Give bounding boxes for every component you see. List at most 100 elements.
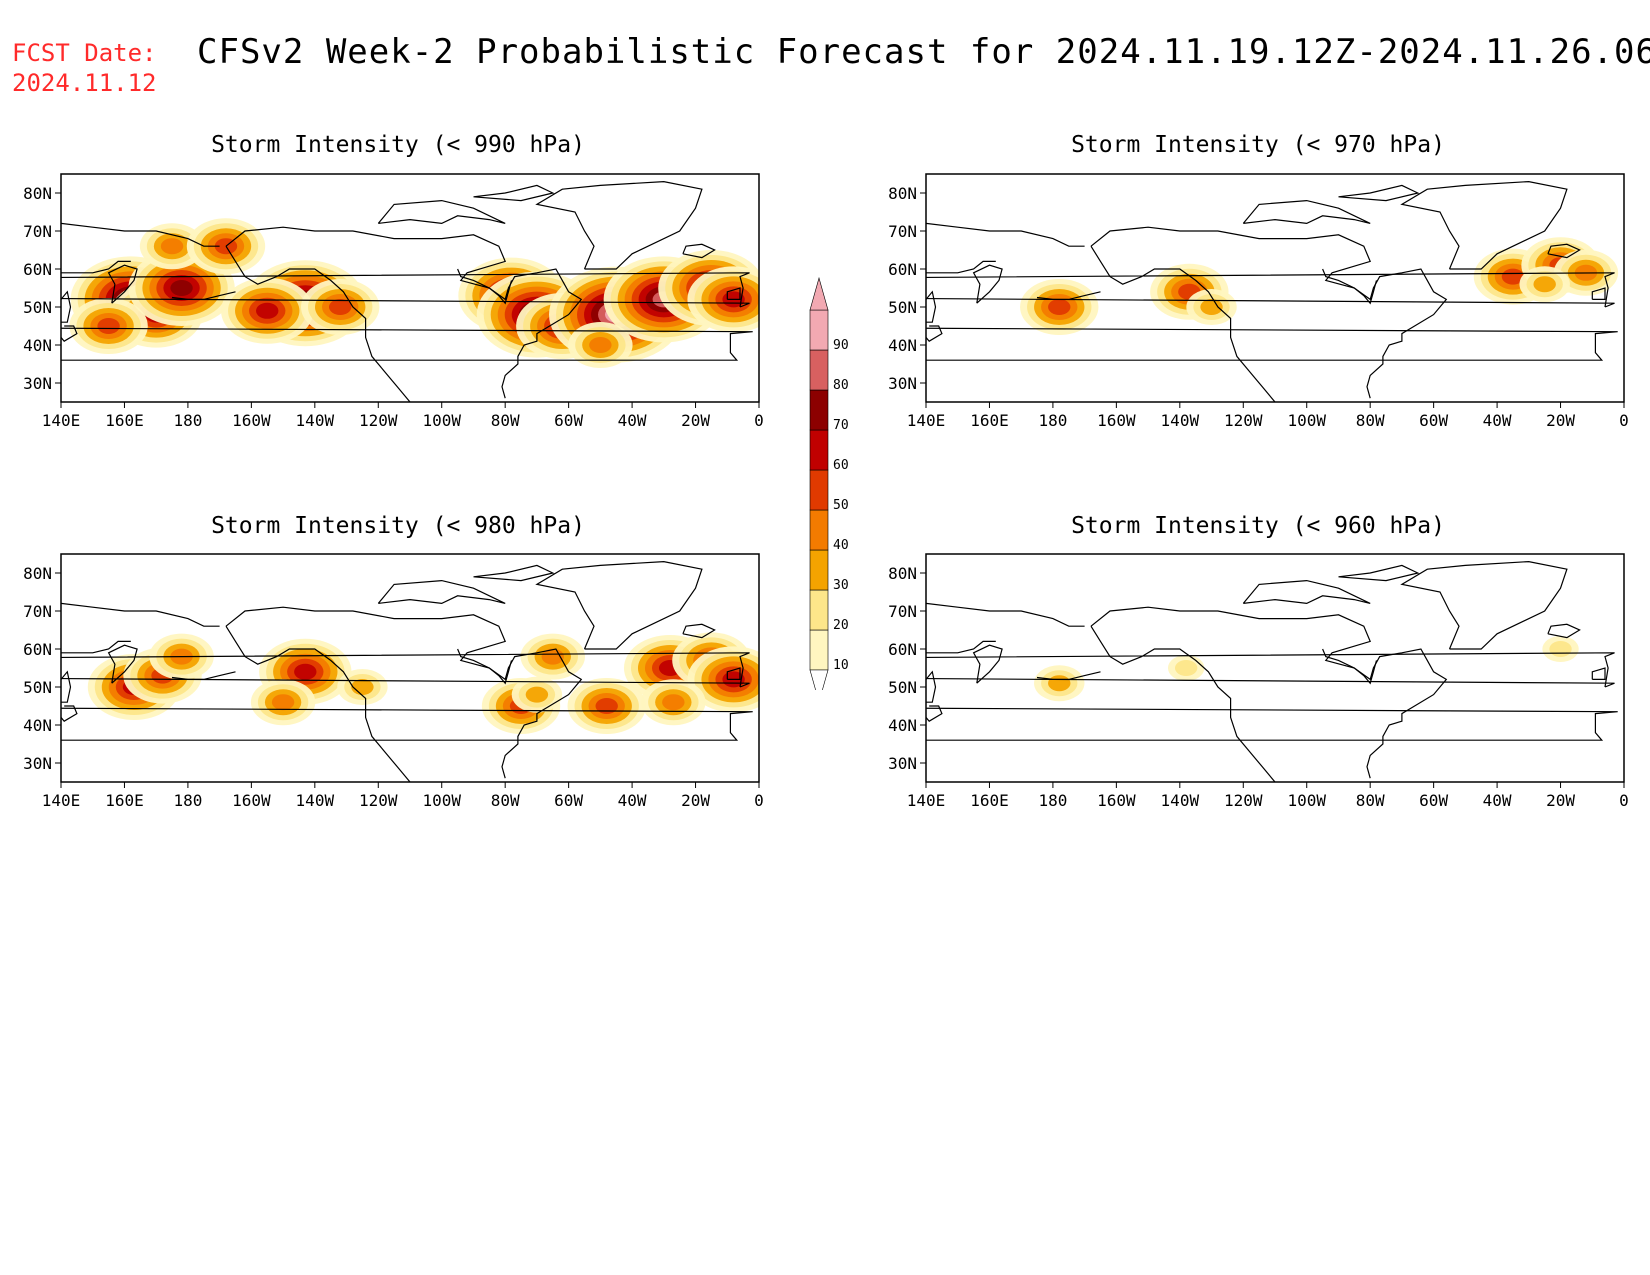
lat-tick-label: 50N bbox=[888, 298, 917, 317]
probability-blob bbox=[1048, 675, 1071, 692]
lon-tick-label: 120W bbox=[359, 411, 398, 430]
probability-blob bbox=[351, 679, 374, 695]
probability-blob bbox=[329, 299, 352, 315]
lon-tick-label: 40W bbox=[1483, 791, 1512, 810]
probability-blob bbox=[662, 694, 685, 711]
lon-tick-label: 20W bbox=[1546, 411, 1575, 430]
probability-blob bbox=[1501, 268, 1525, 285]
lon-tick-label: 100W bbox=[1287, 411, 1326, 430]
lon-tick-label: 140E bbox=[907, 791, 946, 810]
probability-field bbox=[69, 218, 759, 368]
lon-tick-label: 160E bbox=[970, 791, 1009, 810]
coastlines bbox=[61, 560, 753, 782]
lon-tick-label: 140E bbox=[907, 411, 946, 430]
map-frame bbox=[60, 553, 760, 783]
forecast-date-block: FCST Date: 2024.11.12 bbox=[12, 38, 157, 98]
lat-tick-label: 30N bbox=[23, 754, 52, 773]
lon-tick-label: 60W bbox=[554, 791, 583, 810]
lon-tick-label: 100W bbox=[422, 411, 461, 430]
map-panel-970: 80N 70N 60N 50N 40N 30N 140E 160E 180 160W 140W 120… bbox=[888, 173, 1629, 430]
lat-tick-label: 30N bbox=[23, 374, 52, 393]
lon-tick-label: 140E bbox=[42, 411, 81, 430]
lon-tick-label: 20W bbox=[1546, 791, 1575, 810]
probability-blob bbox=[97, 318, 120, 334]
map-panel-960: 80N 70N 60N 50N 40N 30N 140E 160E 180 160W 140W 120… bbox=[888, 553, 1629, 810]
probability-blob bbox=[170, 280, 193, 296]
colorbar: 10 20 30 40 50 60 70 80 90 bbox=[809, 276, 849, 690]
colorbar-swatch bbox=[809, 389, 829, 431]
lat-tick-label: 60N bbox=[23, 260, 52, 279]
lon-tick-label: 60W bbox=[554, 411, 583, 430]
lon-tick-label: 180 bbox=[173, 411, 202, 430]
lon-tick-label: 180 bbox=[1038, 791, 1067, 810]
lat-tick-label: 50N bbox=[888, 678, 917, 697]
lon-tick-label: 0 bbox=[1619, 411, 1629, 430]
lon-tick-label: 160E bbox=[105, 411, 144, 430]
map-panel-990: 80N 70N 60N 50N 40N 30N 140E 160E 180 160W 140W 120… bbox=[23, 173, 764, 430]
lat-tick-label: 40N bbox=[888, 716, 917, 735]
probability-blob bbox=[256, 302, 279, 319]
colorbar-swatch bbox=[809, 589, 829, 631]
lat-tick-label: 60N bbox=[888, 640, 917, 659]
lat-tick-label: 40N bbox=[23, 336, 52, 355]
probability-blob bbox=[1048, 299, 1071, 315]
lon-tick-label: 20W bbox=[681, 411, 710, 430]
probability-blob bbox=[1200, 299, 1223, 315]
colorbar-label: 70 bbox=[833, 418, 849, 433]
lat-tick-label: 80N bbox=[23, 184, 52, 203]
lon-tick-label: 60W bbox=[1419, 411, 1448, 430]
lon-tick-label: 160E bbox=[970, 411, 1009, 430]
map-frame bbox=[60, 173, 760, 403]
lat-tick-label: 50N bbox=[23, 298, 52, 317]
lon-tick-label: 140W bbox=[1161, 411, 1200, 430]
lat-tick-label: 30N bbox=[888, 374, 917, 393]
fcst-date-value: 2024.11.12 bbox=[12, 69, 157, 97]
lon-tick-label: 0 bbox=[754, 791, 764, 810]
lon-tick-label: 40W bbox=[1483, 411, 1512, 430]
fcst-date-label: FCST Date: bbox=[12, 39, 157, 67]
probability-blob bbox=[525, 686, 549, 703]
colorbar-swatch bbox=[809, 349, 829, 391]
colorbar-swatch bbox=[809, 309, 829, 351]
lon-tick-label: 0 bbox=[1619, 791, 1629, 810]
lon-tick-label: 140W bbox=[296, 411, 335, 430]
probability-field bbox=[1034, 636, 1579, 702]
lat-tick-label: 70N bbox=[23, 222, 52, 241]
colorbar-bottom-arrow bbox=[809, 669, 829, 690]
colorbar-label: 40 bbox=[833, 538, 849, 553]
lat-tick-label: 80N bbox=[888, 184, 917, 203]
lon-tick-label: 80W bbox=[1356, 411, 1385, 430]
lon-tick-label: 140W bbox=[1161, 791, 1200, 810]
lon-tick-label: 160W bbox=[232, 411, 271, 430]
coastlines bbox=[926, 180, 1618, 402]
lat-tick-label: 70N bbox=[888, 222, 917, 241]
lat-tick-label: 60N bbox=[888, 260, 917, 279]
colorbar-label: 90 bbox=[833, 338, 849, 353]
lon-tick-label: 140W bbox=[296, 791, 335, 810]
probability-field bbox=[1020, 237, 1619, 335]
probability-blob bbox=[271, 694, 295, 711]
colorbar-label: 50 bbox=[833, 498, 849, 513]
colorbar-swatch bbox=[809, 549, 829, 591]
lat-tick-label: 70N bbox=[23, 602, 52, 621]
probability-blob bbox=[1549, 641, 1572, 657]
lat-tick-label: 60N bbox=[23, 640, 52, 659]
map-frame bbox=[925, 553, 1625, 783]
lon-tick-label: 100W bbox=[1287, 791, 1326, 810]
lon-tick-label: 20W bbox=[681, 791, 710, 810]
colorbar-swatch bbox=[809, 469, 829, 511]
lon-tick-label: 120W bbox=[1224, 411, 1263, 430]
lat-tick-label: 40N bbox=[888, 336, 917, 355]
lon-tick-label: 180 bbox=[173, 791, 202, 810]
lat-tick-label: 30N bbox=[888, 754, 917, 773]
panel-title-970: Storm Intensity (< 970 hPa) bbox=[1071, 132, 1445, 158]
probability-blob bbox=[1533, 276, 1556, 293]
lon-tick-label: 60W bbox=[1419, 791, 1448, 810]
colorbar-top-arrow bbox=[809, 276, 829, 311]
colorbar-label: 30 bbox=[833, 578, 849, 593]
lon-tick-label: 160W bbox=[232, 791, 271, 810]
lon-tick-label: 180 bbox=[1038, 411, 1067, 430]
lon-tick-label: 160W bbox=[1097, 791, 1136, 810]
coastlines bbox=[61, 180, 753, 402]
probability-blob bbox=[589, 337, 612, 353]
